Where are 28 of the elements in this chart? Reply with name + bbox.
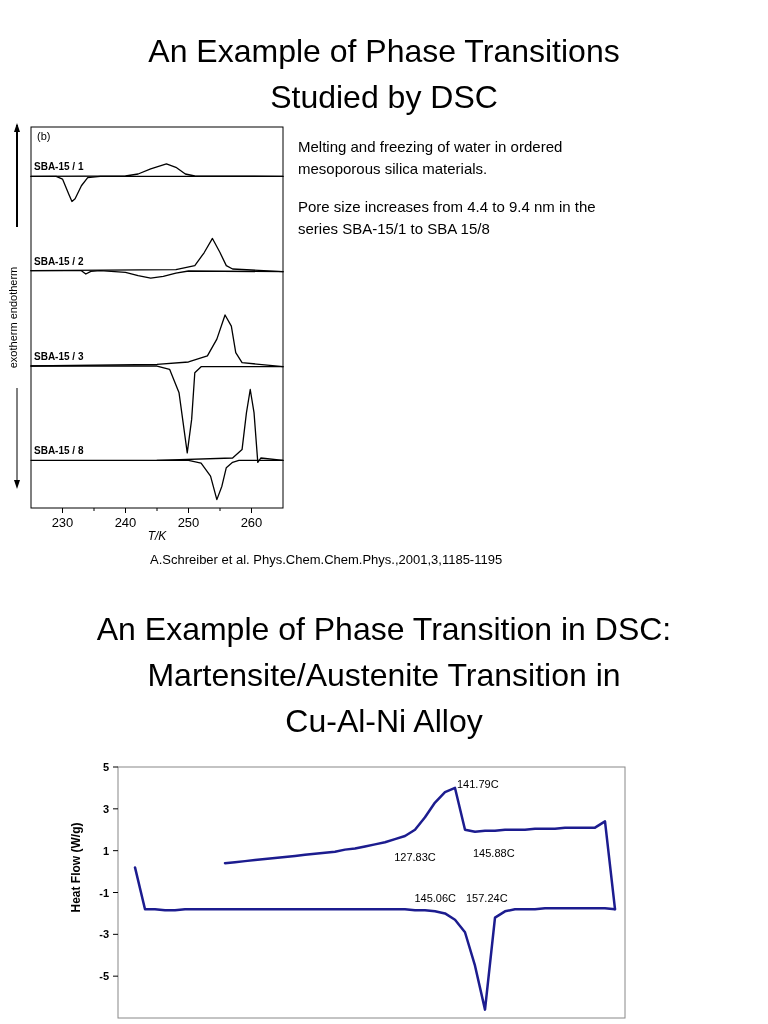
x-tick-label: 260 (240, 515, 263, 530)
text: Melting and freezing of water in ordered mesoporous silica materials. (298, 138, 563, 177)
text: An Example of Phase Transitions Studied by DSC (148, 33, 620, 115)
y-tick-label: -1 (99, 886, 109, 899)
text: (b) (37, 130, 51, 142)
y-tick-label: 5 (102, 761, 109, 773)
x-tick-label: 240 (114, 515, 137, 530)
chart-title: An Example of Phase Transition in DSC: Martensite/Austenite Transition in Cu-Al-Ni Alloy (96, 611, 672, 739)
y-axis-title: Heat Flow (W/g) (69, 822, 83, 913)
annotation: 157.24C (466, 892, 508, 904)
y-axis-title: exotherm endotherm (7, 266, 19, 369)
series-label: SBA-15 / 2 (34, 255, 84, 267)
annotation: 145.88C (473, 847, 515, 859)
y-tick-label: -5 (99, 970, 109, 983)
text: A.Schreiber et al. Phys.Chem.Chem.Phys.,2001,3,1185-1195 (150, 552, 503, 567)
x-tick-label: 230 (51, 515, 74, 530)
series-label: SBA-15 / 8 (34, 445, 84, 457)
text: Pore size increases from 4.4 to 9.4 nm in the series SBA-15/1 to SBA 15/8 (298, 198, 596, 237)
annotation: 141.79C (457, 778, 499, 790)
annotation: 145.06C (414, 892, 457, 904)
x-tick-label: 250 (177, 515, 200, 530)
series-label: SBA-15 / 1 (34, 161, 84, 173)
x-axis-title: T/K (147, 529, 168, 543)
series-label: SBA-15 / 3 (34, 351, 84, 363)
y-tick-label: 3 (102, 802, 109, 815)
y-tick-label: 1 (102, 844, 109, 857)
y-tick-label: -3 (99, 928, 109, 941)
annotation: 127.83C (394, 851, 436, 863)
